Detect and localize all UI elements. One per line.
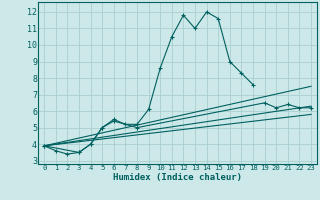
X-axis label: Humidex (Indice chaleur): Humidex (Indice chaleur) (113, 173, 242, 182)
